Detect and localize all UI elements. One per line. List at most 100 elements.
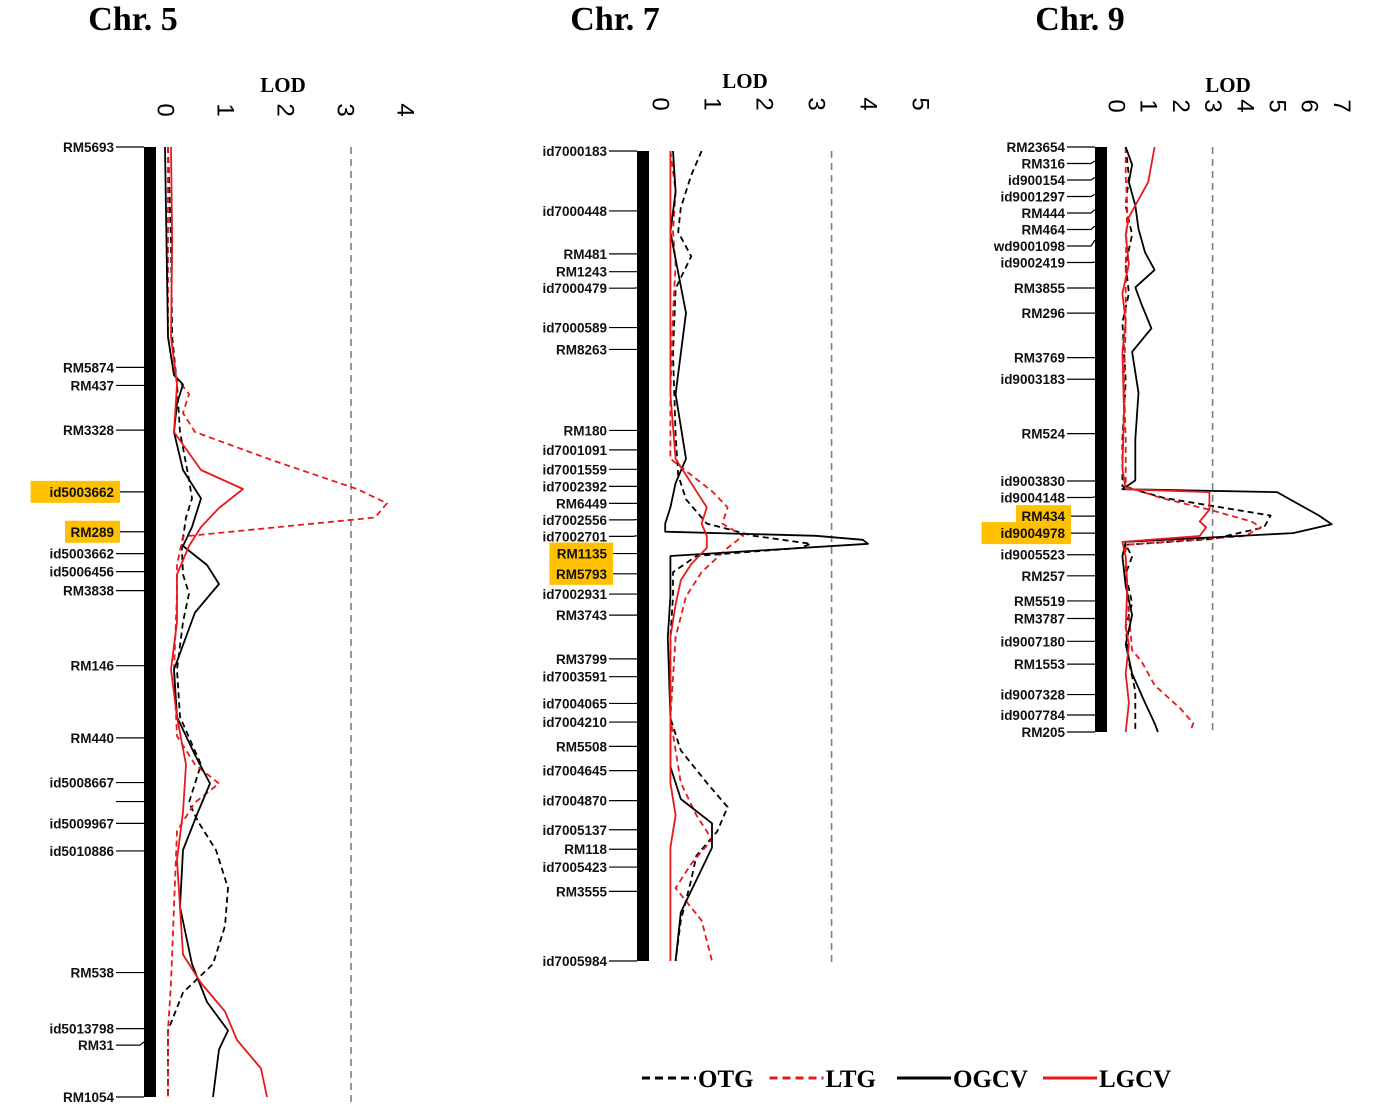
marker-id9002419: id9002419 — [1000, 256, 1096, 271]
marker-label: RM31 — [78, 1038, 115, 1053]
marker-label: RM3838 — [63, 584, 115, 599]
lod-tick-label: 0 — [647, 97, 674, 110]
chart-title: Chr. 5 — [88, 1, 177, 38]
marker-label: RM3328 — [63, 423, 115, 438]
marker-RM31: RM31 — [78, 1038, 145, 1053]
marker-RM524: RM524 — [1021, 427, 1095, 442]
marker-label: RM1135 — [557, 547, 608, 562]
marker-RM464: RM464 — [1021, 223, 1096, 238]
series-ogcv — [664, 150, 869, 962]
series-lgcv — [170, 146, 268, 1098]
lod-tick-label: 2 — [751, 97, 778, 110]
marker-id9007180: id9007180 — [1000, 634, 1095, 649]
series-otg — [167, 146, 229, 1097]
marker-label: RM3799 — [556, 652, 607, 667]
marker-id9007784: id9007784 — [1000, 708, 1095, 723]
marker-id5003662: id5003662 — [49, 547, 144, 562]
marker-label: id9003183 — [1000, 372, 1065, 387]
marker-id7002556: id7002556 — [542, 513, 638, 528]
marker-RM5874: RM5874 — [63, 360, 144, 375]
marker-label: id9001297 — [1000, 190, 1065, 205]
marker-RM289: RM289 — [65, 520, 144, 543]
marker-RM3855: RM3855 — [1014, 281, 1095, 296]
marker-label: id5013798 — [49, 1022, 114, 1037]
marker-label: RM118 — [564, 842, 607, 857]
marker-RM440: RM440 — [70, 731, 144, 746]
chromosome-bar — [144, 147, 156, 1097]
marker-RM296: RM296 — [1021, 306, 1095, 321]
marker-RM257: RM257 — [1021, 569, 1095, 584]
marker-label: RM1243 — [556, 265, 608, 280]
highlight-box — [30, 480, 121, 503]
marker-label: RM5508 — [556, 739, 608, 754]
lod-tick-label: 1 — [212, 103, 239, 116]
marker-label: id9005523 — [1000, 548, 1065, 563]
legend-item-ogcv: OGCV — [897, 1066, 1028, 1093]
chromosome-panel-2: Chr. 7 LOD 0 1 2 3 4 5 id7000183 id7000448 RM481 RM… — [542, 1, 933, 969]
marker-label: id9004978 — [1000, 526, 1065, 541]
marker-id7000448: id7000448 — [542, 204, 637, 219]
series-otg — [669, 150, 812, 962]
marker-label: RM316 — [1021, 157, 1065, 172]
marker-label: id5008667 — [49, 776, 114, 791]
legend-label: OGCV — [953, 1066, 1028, 1093]
marker-label: RM289 — [70, 525, 114, 540]
chromosome-bar — [637, 151, 649, 961]
marker-label: id7005137 — [542, 823, 607, 838]
marker-label: RM5519 — [1014, 594, 1065, 609]
marker-label: wd9001098 — [993, 239, 1066, 254]
legend: OTG LTG OGCV LGCV — [642, 1066, 1171, 1093]
marker-label: RM5874 — [63, 360, 115, 375]
marker-label: id9007180 — [1000, 634, 1065, 649]
marker-id7002392: id7002392 — [542, 479, 637, 494]
marker-id7003591: id7003591 — [542, 670, 637, 685]
marker-label: id7000479 — [542, 281, 607, 296]
marker-label: RM5693 — [63, 140, 115, 155]
series-ogcv — [1121, 146, 1333, 733]
marker-id7005137: id7005137 — [542, 823, 637, 838]
lod-tick-label: 1 — [699, 97, 726, 110]
marker-id5006456: id5006456 — [49, 565, 144, 580]
lod-tick-label: 0 — [152, 103, 179, 116]
marker-RM3799: RM3799 — [556, 652, 637, 667]
marker-label: id5010886 — [49, 844, 114, 859]
marker-tick — [1067, 225, 1096, 231]
marker-label: id7000183 — [542, 144, 607, 159]
marker-RM3743: RM3743 — [556, 608, 637, 623]
marker-id7002701: id7002701 — [542, 529, 638, 544]
marker-label: RM180 — [563, 423, 607, 438]
legend-label: LGCV — [1099, 1066, 1171, 1093]
marker-tick — [1067, 160, 1096, 165]
marker-tick — [1067, 193, 1096, 198]
marker-id7000183: id7000183 — [542, 144, 637, 159]
marker-id7001091: id7001091 — [542, 443, 637, 458]
marker-id9003183: id9003183 — [1000, 372, 1095, 387]
series-ltg — [669, 150, 745, 962]
marker-label: id9002419 — [1000, 256, 1065, 271]
lod-tick-label: 0 — [1103, 99, 1130, 112]
marker-label: id5003662 — [49, 485, 114, 500]
marker-RM316: RM316 — [1021, 157, 1096, 172]
marker-label: id7000448 — [542, 204, 607, 219]
marker-label: RM437 — [70, 378, 114, 393]
marker-RM3787: RM3787 — [1014, 612, 1095, 627]
marker-label: id7004645 — [542, 764, 607, 779]
series-lgcv — [1121, 146, 1211, 733]
marker-RM434: RM434 — [1016, 505, 1095, 528]
lod-tick-label: 7 — [1328, 99, 1355, 112]
marker-RM1135: RM1135 — [549, 542, 637, 565]
marker-label: id5006456 — [49, 565, 114, 580]
marker-tick — [1067, 209, 1096, 214]
marker-RM6449: RM6449 — [556, 496, 637, 511]
marker-id7000589: id7000589 — [542, 321, 637, 336]
marker-label: id7002556 — [542, 513, 607, 528]
marker-id5009967: id5009967 — [49, 816, 144, 831]
marker-label: id9007328 — [1000, 688, 1065, 703]
lod-tick-label: 5 — [907, 97, 934, 110]
marker-RM1243: RM1243 — [556, 265, 637, 280]
lod-tick-label: 4 — [392, 103, 419, 116]
marker-RM5793: RM5793 — [549, 562, 637, 585]
lod-tick-label: 2 — [1167, 99, 1194, 112]
marker-RM5519: RM5519 — [1014, 594, 1095, 609]
